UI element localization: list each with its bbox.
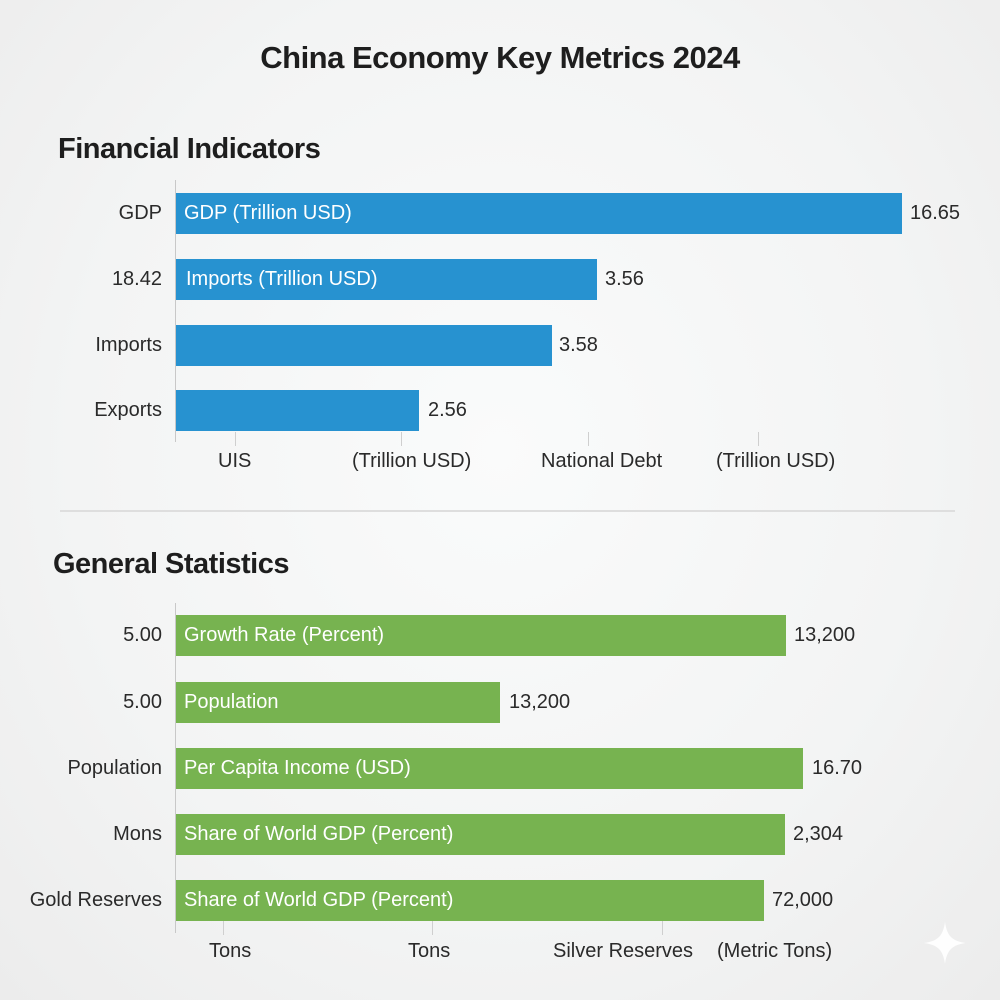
- section-divider: [60, 510, 955, 512]
- x-tick: [401, 432, 402, 446]
- value-label: 72,000: [772, 889, 834, 911]
- category-label: 5.00: [123, 624, 162, 646]
- value-label: 16.65: [910, 202, 961, 224]
- bar-population: Population: [176, 682, 500, 723]
- bar-imports-trillion: Imports (Trillion USD): [176, 259, 597, 300]
- x-axis-label: Tons: [408, 940, 451, 962]
- x-axis-label: Silver Reserves: [553, 940, 694, 962]
- x-tick: [662, 921, 663, 935]
- value-label: 3.58: [559, 334, 598, 356]
- x-tick: [223, 921, 224, 935]
- value-label: 3.56: [605, 268, 644, 290]
- financial-section-heading: Financial Indicators: [58, 133, 321, 165]
- x-axis-label: (Metric Tons): [717, 940, 833, 962]
- value-label: 2,304: [793, 823, 844, 845]
- bar-label: Share of World GDP (Percent): [184, 889, 454, 911]
- category-label: 18.42: [111, 268, 162, 290]
- x-tick: [432, 921, 433, 935]
- x-axis-label: Tons: [209, 940, 252, 962]
- bar-label: GDP (Trillion USD): [184, 202, 352, 224]
- x-axis-label: National Debt: [541, 450, 663, 472]
- category-label: Population: [67, 757, 162, 779]
- category-label: Exports: [94, 399, 162, 421]
- chart-title: China Economy Key Metrics 2024: [260, 40, 740, 75]
- x-axis-label: UIS: [218, 450, 252, 472]
- category-label: GDP: [118, 202, 162, 224]
- general-y-axis: [175, 603, 176, 933]
- bar-share-world-gdp: Share of World GDP (Percent): [176, 814, 785, 855]
- category-label: Mons: [113, 823, 162, 845]
- bar-label: Share of World GDP (Percent): [184, 823, 454, 845]
- bar-per-capita-income: Per Capita Income (USD): [176, 748, 803, 789]
- general-section-heading: General Statistics: [53, 548, 290, 580]
- x-axis-label: (Trillion USD): [352, 450, 472, 472]
- bar-growth-rate: Growth Rate (Percent): [176, 615, 786, 656]
- bar-label: Imports (Trillion USD): [186, 268, 378, 290]
- value-label: 16.70: [812, 757, 863, 779]
- bar-label: Population: [184, 691, 279, 713]
- bar-gdp: GDP (Trillion USD): [176, 193, 902, 234]
- category-label: Gold Reserves: [29, 889, 162, 911]
- value-label: 13,200: [794, 624, 856, 646]
- sparkle-icon: [924, 922, 966, 964]
- bar-label: Growth Rate (Percent): [184, 624, 385, 646]
- bar-label: Per Capita Income (USD): [184, 757, 411, 779]
- category-label: 5.00: [123, 691, 162, 713]
- bar-exports: [176, 390, 419, 431]
- bar-imports: [176, 325, 552, 366]
- financial-y-axis: [175, 180, 176, 442]
- value-label: 13,200: [509, 691, 571, 713]
- x-tick: [588, 432, 589, 446]
- category-label: Imports: [95, 334, 162, 356]
- x-tick: [235, 432, 236, 446]
- x-axis-label: (Trillion USD): [716, 450, 836, 472]
- bar-gold-reserves: Share of World GDP (Percent): [176, 880, 764, 921]
- value-label: 2.56: [428, 399, 467, 421]
- x-tick: [758, 432, 759, 446]
